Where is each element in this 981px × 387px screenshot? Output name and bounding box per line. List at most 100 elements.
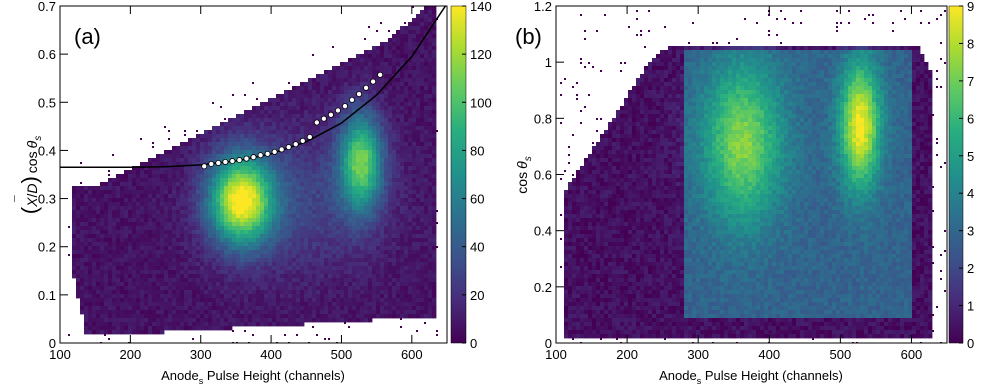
heatmap-cell: [284, 314, 289, 319]
heatmap-cell: [296, 202, 301, 207]
heatmap-cell: [256, 190, 261, 195]
heatmap-cell: [100, 270, 105, 275]
heatmap-cell: [124, 294, 129, 299]
heatmap-cell: [404, 206, 409, 211]
heatmap-cell: [204, 274, 209, 279]
heatmap-cell: [424, 222, 429, 227]
heatmap-cell: [340, 226, 345, 231]
heatmap-cell: [160, 250, 165, 255]
heatmap-cell: [416, 278, 421, 283]
heatmap-cell: [376, 194, 381, 199]
heatmap-cell: [288, 182, 293, 187]
heatmap-cell: [228, 294, 233, 299]
heatmap-cell: [220, 322, 225, 327]
heatmap-cell: [412, 306, 417, 311]
heatmap-cell: [292, 258, 297, 263]
heatmap-cell: [360, 302, 365, 307]
heatmap-cell: [264, 250, 269, 255]
heatmap-cell: [412, 38, 417, 43]
heatmap-cell: [392, 314, 397, 319]
heatmap-cell: [120, 266, 125, 271]
heatmap-cell: [428, 310, 433, 315]
heatmap-cell: [368, 190, 373, 195]
heatmap-cell: [408, 226, 413, 231]
heatmap-cell: [332, 90, 337, 95]
heatmap-cell: [196, 218, 201, 223]
heatmap-cell: [312, 122, 317, 127]
heatmap-cell: [180, 302, 185, 307]
heatmap-cell: [268, 178, 273, 183]
heatmap-cell: [184, 198, 189, 203]
heatmap-cell: [112, 242, 117, 247]
heatmap-cell: [276, 310, 281, 315]
heatmap-cell: [216, 138, 221, 143]
heatmap-cell: [376, 86, 381, 91]
heatmap-cell: [260, 174, 265, 179]
heatmap-cell: [388, 138, 393, 143]
heatmap-cell: [184, 182, 189, 187]
heatmap-cell: [260, 202, 265, 207]
heatmap-cell: [196, 294, 201, 299]
heatmap-cell: [208, 286, 213, 291]
heatmap-cell: [400, 130, 405, 135]
heatmap-cell: [224, 314, 229, 319]
heatmap-cell: [292, 286, 297, 291]
heatmap-cell: [140, 218, 145, 223]
heatmap-cell: [424, 274, 429, 279]
heatmap-cell: [200, 310, 205, 315]
heatmap-cell: [384, 70, 389, 75]
heatmap-cell: [136, 174, 141, 179]
heatmap-cell: [280, 310, 285, 315]
heatmap-cell: [288, 290, 293, 295]
heatmap-cell: [360, 158, 365, 163]
heatmap-cell: [220, 106, 222, 108]
heatmap-cell: [272, 238, 277, 243]
heatmap-cell: [252, 258, 257, 263]
heatmap-cell: [292, 250, 297, 255]
heatmap-cell: [192, 262, 197, 267]
heatmap-cell: [376, 266, 381, 271]
heatmap-cell: [352, 150, 357, 155]
heatmap-cell: [276, 138, 281, 143]
heatmap-cell: [320, 302, 325, 307]
heatmap-cell: [364, 262, 369, 267]
heatmap-cell: [192, 190, 197, 195]
heatmap-cell: [112, 154, 114, 156]
heatmap-cell: [308, 90, 313, 95]
heatmap-cell: [108, 238, 113, 243]
heatmap-cell: [200, 198, 205, 203]
heatmap-cell: [372, 202, 377, 207]
heatmap-cell: [408, 110, 413, 115]
heatmap-cell: [336, 150, 341, 155]
heatmap-cell: [420, 222, 425, 227]
heatmap-cell: [172, 294, 177, 299]
heatmap-cell: [372, 262, 377, 267]
heatmap-cell: [340, 202, 345, 207]
heatmap-cell: [236, 238, 241, 243]
heatmap-cell: [188, 202, 193, 207]
heatmap-cell: [84, 226, 89, 231]
heatmap-cell: [248, 214, 253, 219]
heatmap-cell: [412, 226, 417, 231]
heatmap-cell: [192, 210, 197, 215]
heatmap-cell: [236, 214, 241, 219]
heatmap-cell: [420, 74, 425, 79]
heatmap-cell: [112, 274, 117, 279]
heatmap-cell: [316, 158, 321, 163]
heatmap-cell: [204, 130, 209, 135]
heatmap-cell: [100, 214, 105, 219]
heatmap-cell: [388, 270, 393, 275]
heatmap-cell: [352, 182, 357, 187]
heatmap-cell: [380, 162, 385, 167]
heatmap-cell: [104, 322, 109, 327]
heatmap-cell: [280, 118, 285, 123]
heatmap-cell: [404, 42, 409, 47]
heatmap-cell: [292, 302, 297, 307]
heatmap-cell: [252, 254, 257, 259]
heatmap-cell: [396, 190, 401, 195]
heatmap-cell: [320, 254, 325, 259]
heatmap-cell: [404, 210, 409, 215]
heatmap-cell: [412, 166, 417, 171]
heatmap-cell: [188, 186, 193, 191]
heatmap-cell: [352, 130, 357, 135]
